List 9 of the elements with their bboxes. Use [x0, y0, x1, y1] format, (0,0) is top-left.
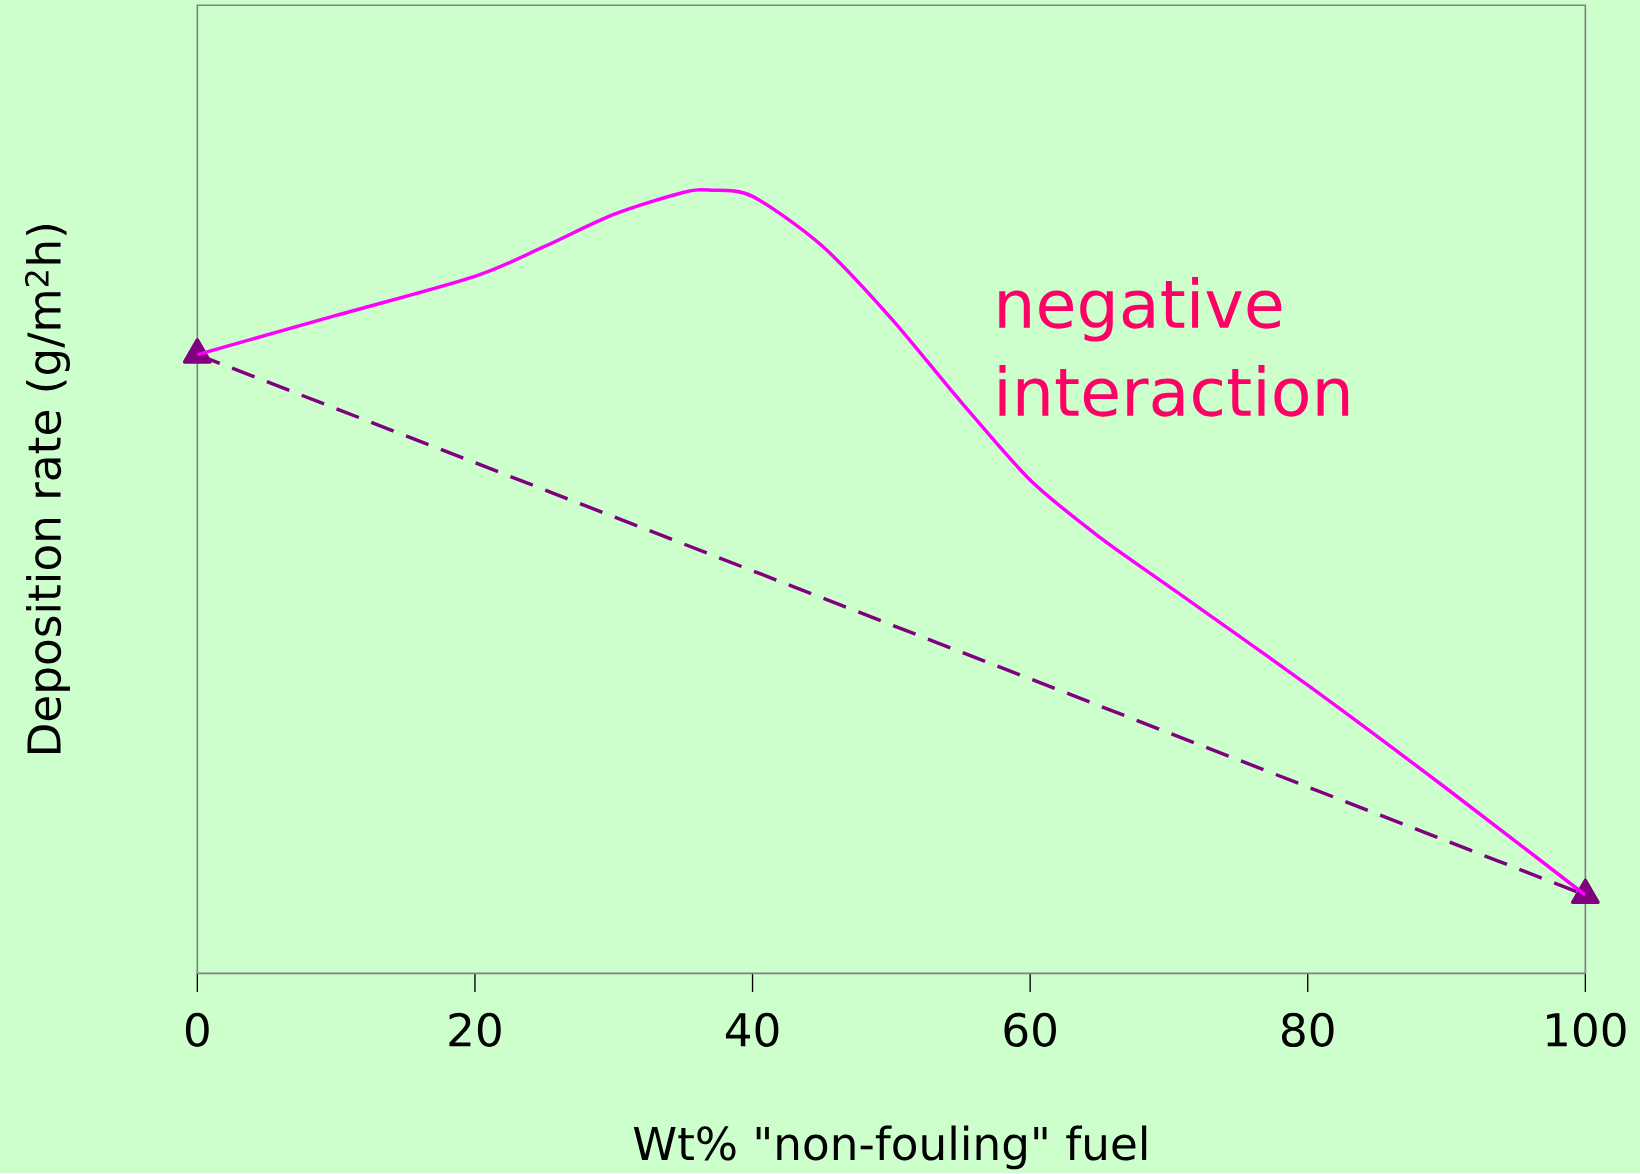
y-axis-title: Deposition rate (g/m$^{2}$h) [24, 225, 70, 754]
x-tick-label: 100 [1547, 1012, 1626, 1048]
x-tick-label: 80 [1281, 1012, 1334, 1048]
x-tick-label: 20 [449, 1012, 501, 1048]
x-tick-label: 0 [185, 1012, 209, 1048]
annotation: negative interaction [999, 277, 1349, 417]
x-axis-title: Wt% "non-fouling" fuel [633, 1125, 1147, 1170]
x-tick-label: 40 [725, 1012, 779, 1048]
x-tick-label: 60 [1004, 1012, 1056, 1048]
